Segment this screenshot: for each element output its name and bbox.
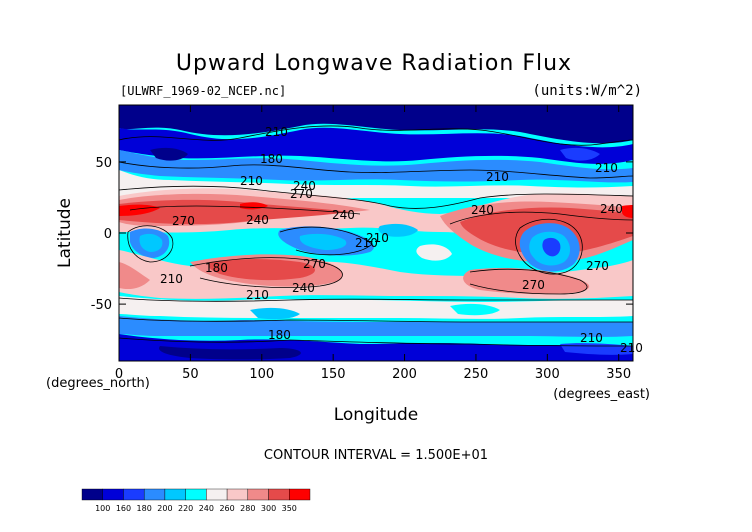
contour-label: 210 <box>355 236 378 250</box>
contour-label: 240 <box>292 281 315 295</box>
colorbar-label: 180 <box>137 504 152 513</box>
contour-label: 210 <box>580 331 603 345</box>
y-axis: 50 0 -50 <box>91 156 633 313</box>
contour-label: 210 <box>265 125 288 139</box>
colorbar-label: 350 <box>282 504 297 513</box>
colorbar-swatch <box>206 488 228 501</box>
x-tick-label: 300 <box>535 367 560 382</box>
contour-label: 240 <box>246 213 269 227</box>
colorbar-swatch <box>81 488 103 501</box>
colorbar-swatch <box>123 488 145 501</box>
contour-lines <box>119 125 633 347</box>
contour-label: 180 <box>205 261 228 275</box>
x-axis: 0 50 100 150 200 250 300 350 <box>115 105 631 382</box>
x-tick-label: 50 <box>182 367 199 382</box>
contour-label: 270 <box>586 259 609 273</box>
contour-label: 240 <box>471 203 494 217</box>
units-label: (units:W/m^2) <box>532 83 642 99</box>
colorbar-label: 100 <box>95 504 110 513</box>
contour-label: 270 <box>290 187 313 201</box>
x-tick-label: 150 <box>321 367 346 382</box>
contour-label: 240 <box>332 208 355 222</box>
x-tick-label: 200 <box>392 367 417 382</box>
contour-label: 210 <box>240 174 263 188</box>
heatmap-field <box>119 105 633 361</box>
colorbar-label: 260 <box>219 504 234 513</box>
y-axis-unit-label: (degrees_north) <box>46 376 150 391</box>
contour-label: 210 <box>366 231 389 245</box>
chart-title: Upward Longwave Radiation Flux <box>176 51 572 76</box>
colorbar-swatch <box>289 488 311 501</box>
contour-label: 240 <box>293 179 316 193</box>
contour-label: 210 <box>595 161 618 175</box>
y-axis-title: Latitude <box>55 198 75 268</box>
contour-label: 210 <box>246 288 269 302</box>
colorbar: 100 160 180 200 220 240 260 280 300 350 <box>81 488 311 513</box>
colorbar-label: 160 <box>116 504 131 513</box>
colorbar-swatch <box>102 488 124 501</box>
contour-label: 240 <box>600 202 623 216</box>
y-tick-label: 0 <box>104 227 112 242</box>
contour-label: 270 <box>172 214 195 228</box>
y-tick-label: -50 <box>91 298 112 313</box>
colorbar-label: 240 <box>199 504 214 513</box>
contour-interval-label: CONTOUR INTERVAL = 1.500E+01 <box>264 448 488 463</box>
contour-label: 210 <box>160 272 183 286</box>
colorbar-swatch <box>164 488 186 501</box>
colorbar-swatch <box>268 488 290 501</box>
colorbar-label: 280 <box>240 504 255 513</box>
contour-label: 210 <box>486 170 509 184</box>
colorbar-label: 300 <box>261 504 276 513</box>
colorbar-swatch <box>185 488 207 501</box>
colorbar-label: 220 <box>178 504 193 513</box>
colorbar-swatch <box>143 488 166 501</box>
y-tick-label: 50 <box>95 156 112 171</box>
colorbar-swatch <box>247 488 269 501</box>
contour-label: 210 <box>620 341 643 355</box>
x-tick-label: 250 <box>464 367 489 382</box>
contour-label: 180 <box>260 152 283 166</box>
contour-label: 270 <box>522 278 545 292</box>
x-tick-label: 350 <box>606 367 631 382</box>
colorbar-swatch <box>226 488 249 501</box>
x-axis-title: Longitude <box>334 405 419 425</box>
x-axis-unit-label: (degrees_east) <box>553 387 650 402</box>
x-tick-label: 0 <box>115 367 123 382</box>
dataset-label: [ULWRF_1969-02_NCEP.nc] <box>120 84 286 98</box>
contour-label: 180 <box>268 328 291 342</box>
x-tick-label: 100 <box>249 367 274 382</box>
colorbar-label: 200 <box>157 504 172 513</box>
contour-label: 270 <box>303 257 326 271</box>
